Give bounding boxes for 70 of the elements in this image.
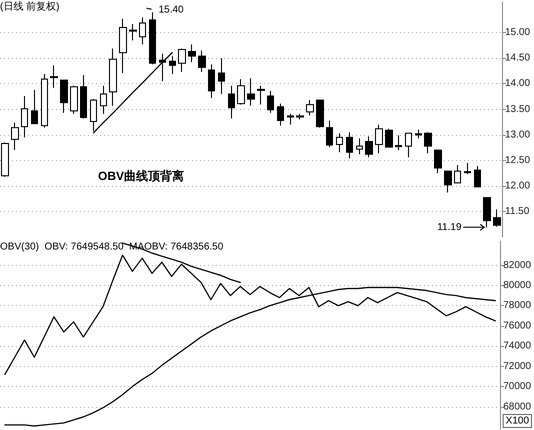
candlestick xyxy=(405,132,412,158)
candlestick xyxy=(198,50,206,72)
y-tick-label: 15.00 xyxy=(505,27,530,38)
chart-title: (日线 前复权) xyxy=(0,0,60,12)
candlestick xyxy=(208,64,215,99)
candlestick xyxy=(385,128,393,148)
candlestick xyxy=(277,103,284,126)
candlestick xyxy=(139,16,146,45)
candlestick xyxy=(287,113,294,126)
y-tick-label: 11.50 xyxy=(505,206,530,217)
y-tick-label: 82000 xyxy=(503,260,532,271)
annotation: 15.40 xyxy=(158,4,184,16)
candlestick xyxy=(218,58,225,94)
line-series xyxy=(92,52,173,134)
candlestick xyxy=(395,134,402,151)
candlestick xyxy=(257,85,265,106)
candlestick xyxy=(109,48,117,106)
candlestick xyxy=(1,142,9,178)
y-tick-label: 12.50 xyxy=(505,154,530,166)
candlestick xyxy=(50,64,58,88)
candlestick xyxy=(444,170,452,194)
candlestick xyxy=(356,138,363,155)
y-tick-label: 13.50 xyxy=(505,104,530,115)
y-tick-label: 76000 xyxy=(503,320,532,332)
candlestick xyxy=(21,96,28,138)
candlestick xyxy=(60,79,68,114)
y-tick-label: 14.00 xyxy=(505,78,530,90)
candlestick xyxy=(237,78,245,106)
candlestick xyxy=(247,78,255,106)
candlestick xyxy=(424,132,432,154)
candlestick xyxy=(306,100,314,116)
candlestick xyxy=(70,85,78,114)
candlestick xyxy=(336,132,343,153)
text: X100 xyxy=(506,416,530,426)
candlestick xyxy=(169,56,176,75)
candlestick xyxy=(326,120,333,148)
y-tick-label: 70000 xyxy=(503,381,532,392)
y-tick-label: 68000 xyxy=(503,401,532,412)
y-tick-label: 72000 xyxy=(503,360,532,372)
candlestick xyxy=(415,129,422,139)
candlestick xyxy=(188,44,196,63)
y-tick-label: 80000 xyxy=(503,280,532,291)
candlestick xyxy=(296,113,304,120)
candlestick xyxy=(365,136,373,158)
candlestick xyxy=(31,89,38,124)
candlestick xyxy=(375,124,383,154)
candlestick xyxy=(316,99,324,128)
candlestick xyxy=(119,18,127,74)
candlestick xyxy=(149,12,156,65)
y-tick-label: 13.00 xyxy=(505,129,530,140)
candlestick xyxy=(178,48,186,72)
candlestick xyxy=(346,132,353,159)
candlestick xyxy=(129,23,137,41)
candlestick xyxy=(464,162,471,175)
candlestick xyxy=(474,165,481,188)
y-tick-label: 14.50 xyxy=(505,52,530,64)
candlestick xyxy=(493,208,501,228)
y-tick-label: 74000 xyxy=(503,340,532,352)
y-tick-label: 12.00 xyxy=(505,180,530,192)
annotation: OBV曲线顶背离 xyxy=(98,169,184,183)
candlestick xyxy=(100,85,107,114)
candlestick xyxy=(80,74,87,119)
candlestick xyxy=(41,74,48,128)
annotation: 11.19 xyxy=(437,222,462,233)
candlestick xyxy=(267,90,274,114)
candlestick xyxy=(11,122,19,151)
candlestick xyxy=(228,85,235,119)
candlestick xyxy=(454,164,461,184)
y-tick-label: 78000 xyxy=(503,300,532,312)
candlestick xyxy=(434,150,442,174)
